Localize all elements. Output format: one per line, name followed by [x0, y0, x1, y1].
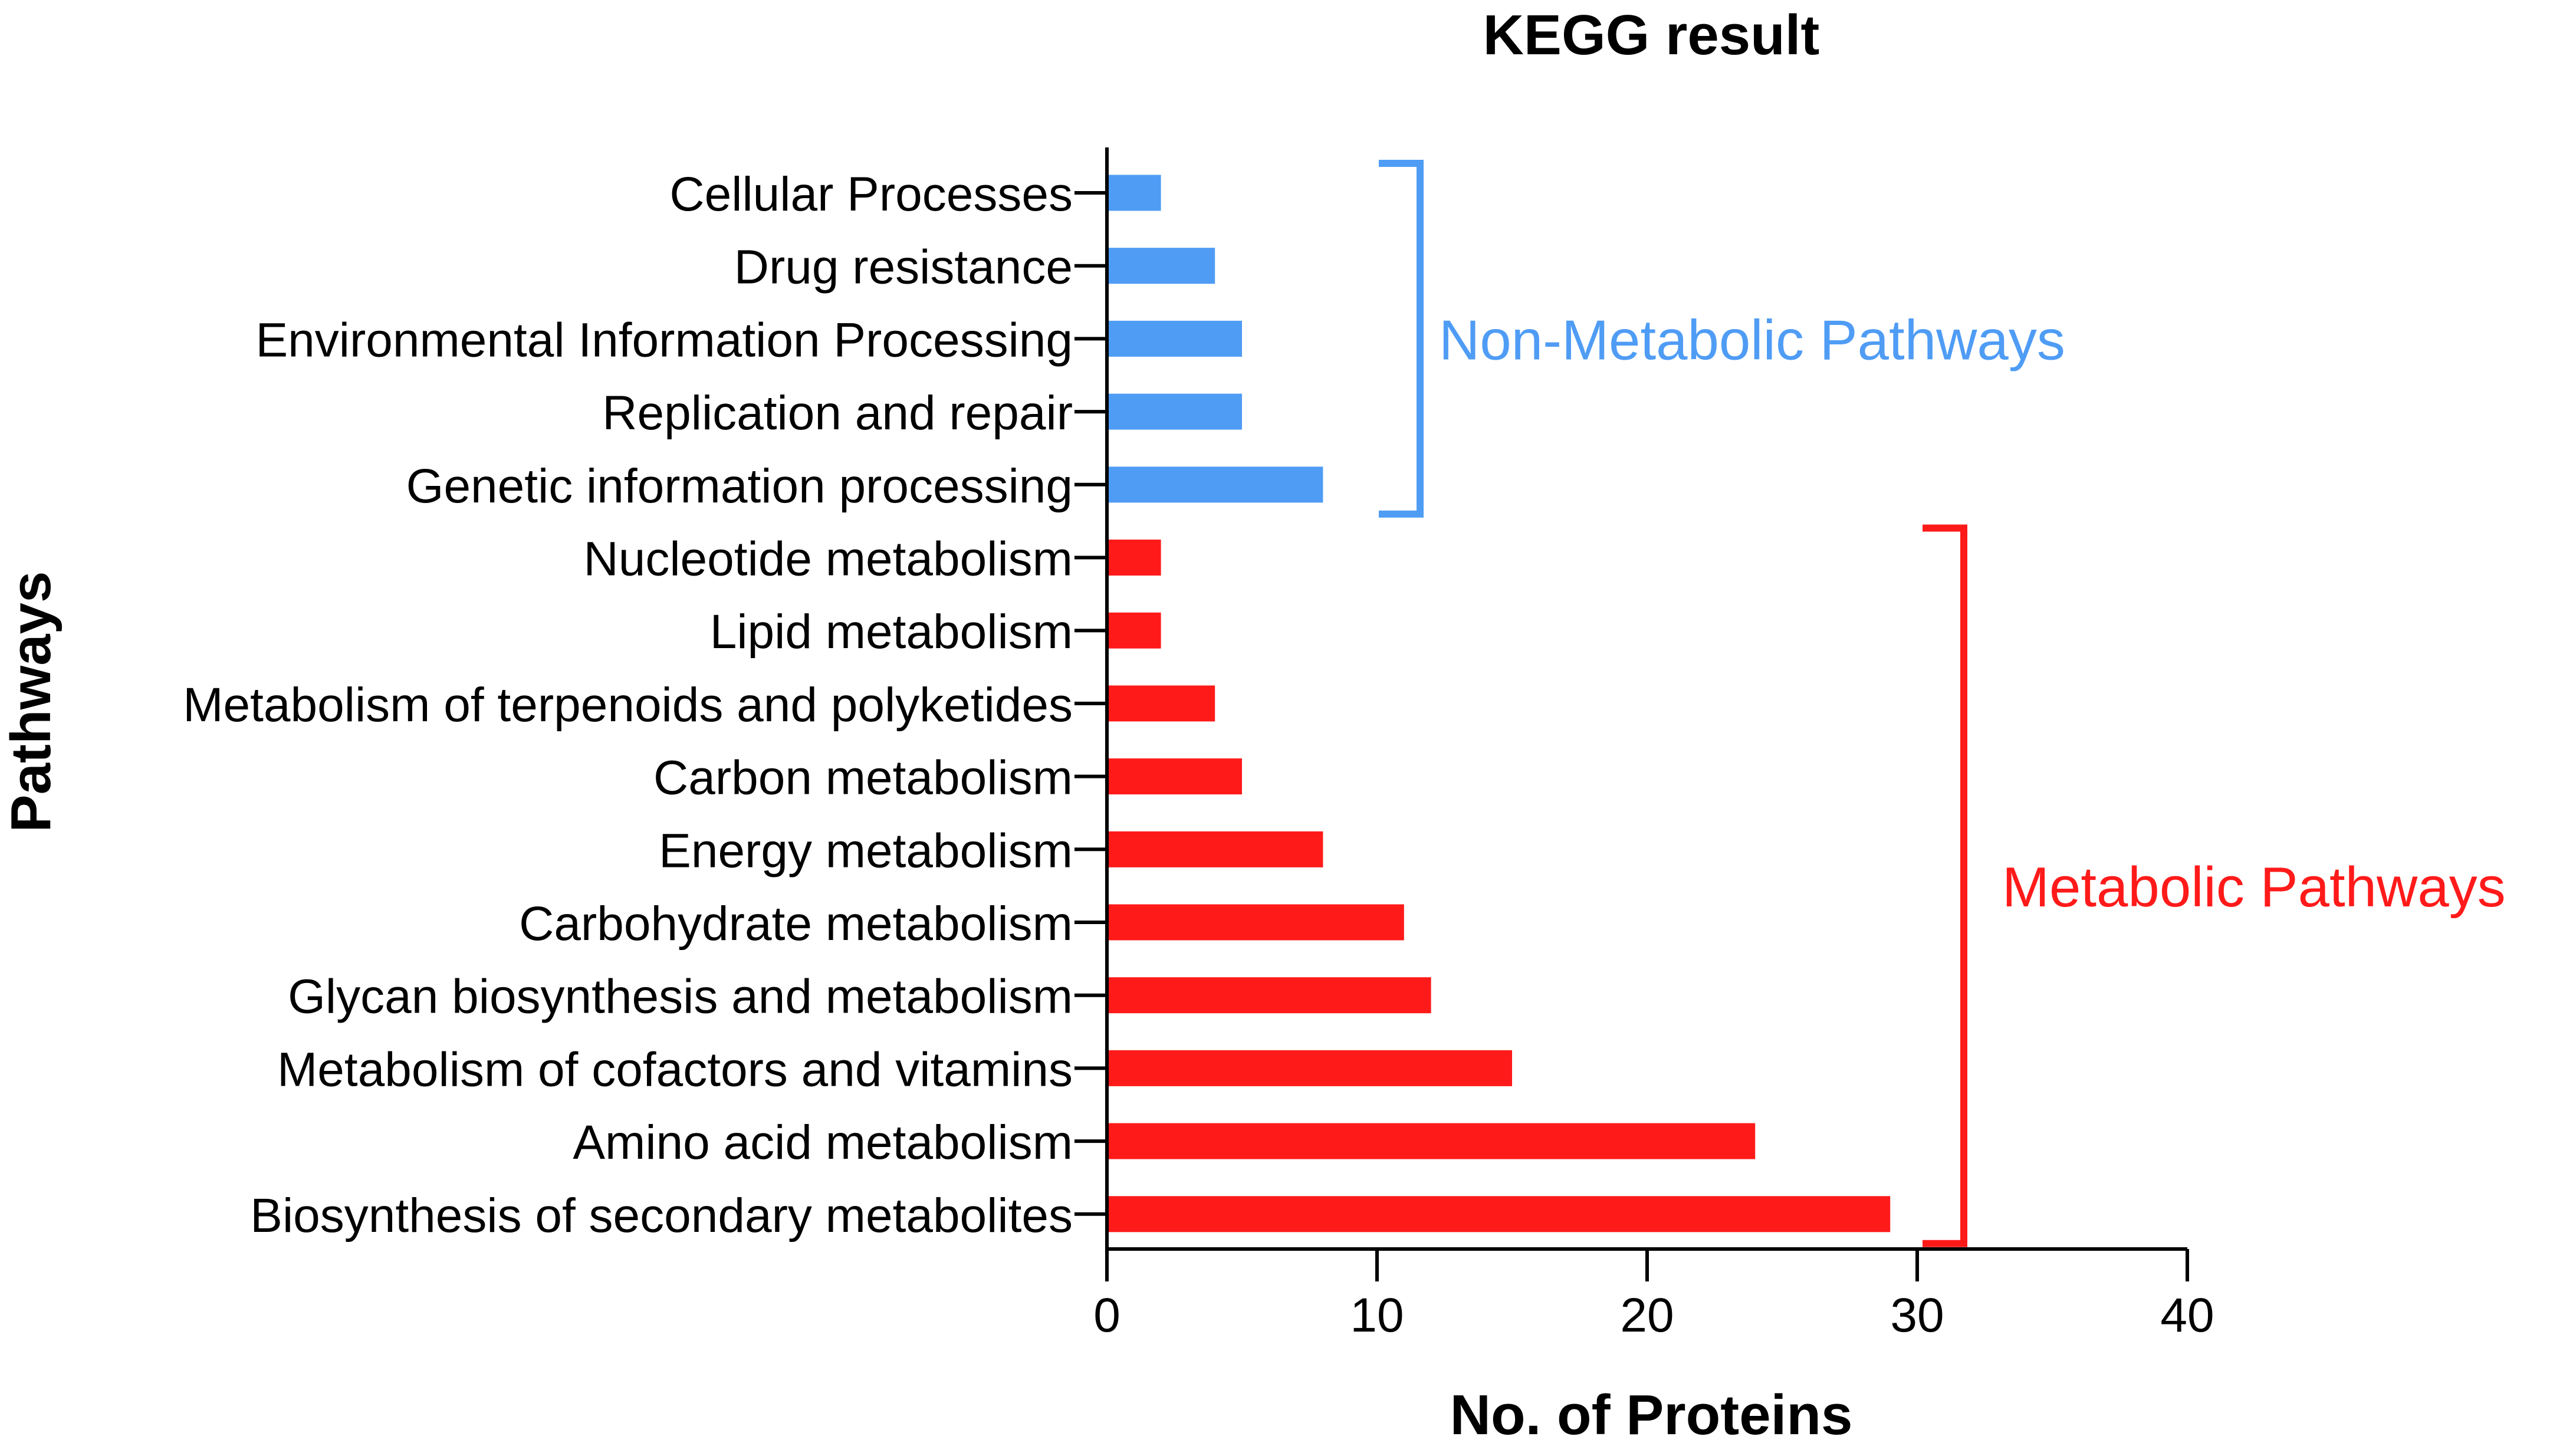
bar-metabolism-of-terpenoids-and-polyketides [1107, 685, 1215, 722]
bar-carbon-metabolism [1107, 758, 1242, 795]
category-label-carbon-metabolism: Carbon metabolism [653, 751, 1073, 805]
category-label-lipid-metabolism: Lipid metabolism [710, 605, 1073, 659]
bar-genetic-information-processing [1107, 466, 1323, 503]
bracket-non-metabolic-pathways [1379, 160, 1424, 518]
x-axis-label: No. of Proteins [1450, 1383, 1853, 1447]
bar-carbohydrate-metabolism [1107, 904, 1404, 941]
category-label-biosynthesis-of-secondary-metabolites: Biosynthesis of secondary metabolites [250, 1189, 1073, 1243]
category-label-nucleotide-metabolism: Nucleotide metabolism [584, 533, 1073, 586]
bar-environmental-information-processing [1107, 320, 1242, 357]
group-label-non-metabolic-pathways: Non-Metabolic Pathways [1439, 308, 2065, 372]
category-label-cellular-processes: Cellular Processes [669, 167, 1073, 221]
x-tick-label: 20 [1620, 1289, 1674, 1342]
category-label-drug-resistance: Drug resistance [734, 241, 1073, 294]
bar-nucleotide-metabolism [1107, 540, 1161, 576]
bracket-metabolic-pathways [1923, 524, 1967, 1247]
category-label-metabolism-of-terpenoids-and-polyketides: Metabolism of terpenoids and polyketides [183, 678, 1073, 732]
group-brackets: Non-Metabolic Pathways Metabolic Pathways [1379, 160, 2506, 1247]
bars [1107, 175, 1891, 1232]
bar-energy-metabolism [1107, 831, 1323, 867]
category-label-amino-acid-metabolism: Amino acid metabolism [573, 1116, 1073, 1169]
bar-biosynthesis-of-secondary-metabolites [1107, 1196, 1891, 1232]
chart-title: KEGG result [1483, 4, 1820, 67]
x-tick-label: 40 [2160, 1289, 2214, 1342]
bar-replication-and-repair [1107, 393, 1242, 430]
bar-metabolism-of-cofactors-and-vitamins [1107, 1050, 1512, 1086]
bar-glycan-biosynthesis-and-metabolism [1107, 977, 1431, 1014]
category-label-replication-and-repair: Replication and repair [602, 386, 1073, 440]
bar-lipid-metabolism [1107, 612, 1161, 649]
category-label-energy-metabolism: Energy metabolism [659, 824, 1073, 877]
x-tick-label: 0 [1093, 1289, 1120, 1342]
bar-amino-acid-metabolism [1107, 1123, 1756, 1159]
bar-cellular-processes [1107, 175, 1161, 211]
group-label-metabolic-pathways: Metabolic Pathways [2002, 856, 2506, 919]
x-tick-label: 30 [1890, 1289, 1944, 1342]
axes: Cellular Processes Drug resistance Environ… [183, 147, 2214, 1342]
x-tick-label: 10 [1350, 1289, 1404, 1342]
category-label-genetic-information-processing: Genetic information processing [406, 459, 1073, 513]
category-label-carbohydrate-metabolism: Carbohydrate metabolism [519, 897, 1073, 951]
y-axis-label: Pathways [0, 571, 63, 833]
bar-drug-resistance [1107, 248, 1215, 284]
category-label-environmental-information-processing: Environmental Information Processing [255, 313, 1073, 367]
category-label-glycan-biosynthesis-and-metabolism: Glycan biosynthesis and metabolism [288, 970, 1073, 1024]
category-label-metabolism-of-cofactors-and-vitamins: Metabolism of cofactors and vitamins [277, 1043, 1073, 1096]
